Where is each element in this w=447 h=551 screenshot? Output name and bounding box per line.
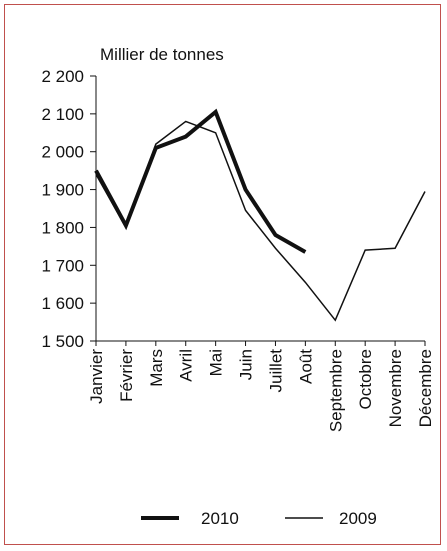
y-tick-label: 1 600	[41, 294, 84, 313]
y-tick-label: 1 500	[41, 332, 84, 351]
y-tick-label: 1 900	[41, 181, 84, 200]
y-tick-label: 2 000	[41, 143, 84, 162]
x-tick-label: Décembre	[416, 349, 435, 427]
x-tick-label: Octobre	[356, 349, 375, 409]
x-tick-label: Septembre	[326, 349, 345, 432]
x-tick-label: Avril	[177, 349, 196, 382]
legend-label-2010: 2010	[201, 509, 239, 528]
y-axis: 1 500 1 600 1 700 1 800 1 900 2 000 2 100 2 200	[41, 67, 97, 351]
x-tick-label: Juin	[237, 349, 256, 380]
x-tick-label: Mai	[207, 349, 226, 376]
x-tick-label: Juillet	[266, 349, 285, 393]
x-tick-label: Février	[117, 349, 136, 402]
y-tick-label: 1 700	[41, 256, 84, 275]
y-tick-label: 2 200	[41, 67, 84, 86]
series-lines	[94, 108, 426, 322]
x-tick-label: Août	[296, 349, 315, 384]
y-axis-label: Millier de tonnes	[100, 45, 224, 64]
x-tick-label: Novembre	[386, 349, 405, 427]
x-tick-label: Janvier	[87, 349, 106, 404]
series-line-2009	[95, 120, 426, 322]
legend: 2010 2009	[141, 509, 377, 528]
x-axis: Janvier Février Mars Avril Mai Juin Juillet Aoû…	[87, 340, 435, 432]
y-tick-label: 2 100	[41, 105, 84, 124]
series-line-2010	[94, 108, 307, 254]
y-tick-label: 1 800	[41, 218, 84, 237]
x-tick-label: Mars	[147, 349, 166, 387]
chart-frame: Millier de tonnes 1 500 1 600 1 700 1 800 1 …	[4, 4, 441, 545]
legend-label-2009: 2009	[339, 509, 377, 528]
